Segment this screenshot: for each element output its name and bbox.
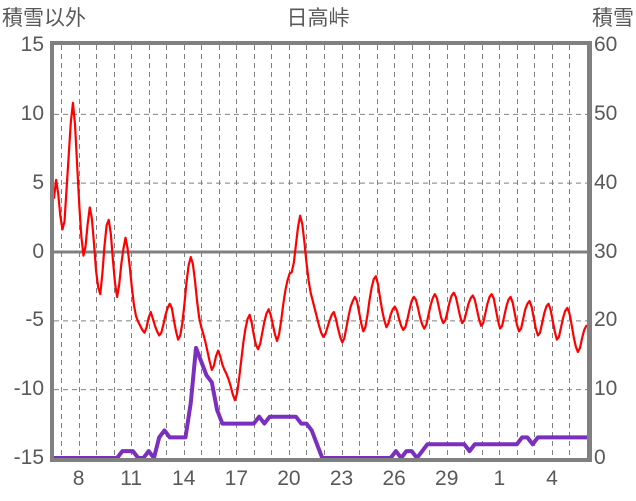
- x-tick-26: 26: [382, 467, 406, 490]
- y2-tick-10: 10: [594, 377, 618, 401]
- y-tick-10: 10: [20, 101, 44, 125]
- y2-tick-20: 20: [594, 308, 618, 332]
- y2-tick-40: 40: [594, 170, 618, 194]
- gridlines: [54, 45, 587, 458]
- y-tick--5: -5: [25, 308, 44, 332]
- y-tick-15: 15: [20, 33, 44, 56]
- y2-tick-60: 60: [594, 33, 618, 56]
- y2-tick-50: 50: [594, 101, 618, 125]
- plot-area: [50, 41, 592, 462]
- x-tick-29: 29: [435, 467, 459, 490]
- y2-tick-0: 0: [594, 446, 606, 469]
- x-tick-14: 14: [172, 467, 196, 490]
- left-axis-title: 積雪以外: [2, 7, 86, 30]
- plot-inner: [54, 45, 587, 458]
- x-tick-4: 4: [546, 467, 558, 490]
- x-tick-17: 17: [224, 467, 248, 490]
- x-tick-1: 1: [493, 467, 506, 490]
- x-tick-11: 11: [120, 467, 143, 490]
- chart-title: 日高峠: [286, 7, 350, 30]
- right-axis-title: 積雪: [592, 7, 634, 30]
- x-tick-20: 20: [277, 467, 301, 490]
- y-tick--10: -10: [13, 377, 44, 401]
- y-tick--15: -15: [13, 446, 44, 469]
- series-lines: [54, 101, 587, 458]
- y-tick-5: 5: [32, 170, 44, 194]
- x-tick-8: 8: [72, 467, 85, 490]
- x-tick-23: 23: [329, 467, 354, 490]
- y-tick-0: 0: [32, 239, 44, 263]
- y2-tick-30: 30: [594, 239, 618, 263]
